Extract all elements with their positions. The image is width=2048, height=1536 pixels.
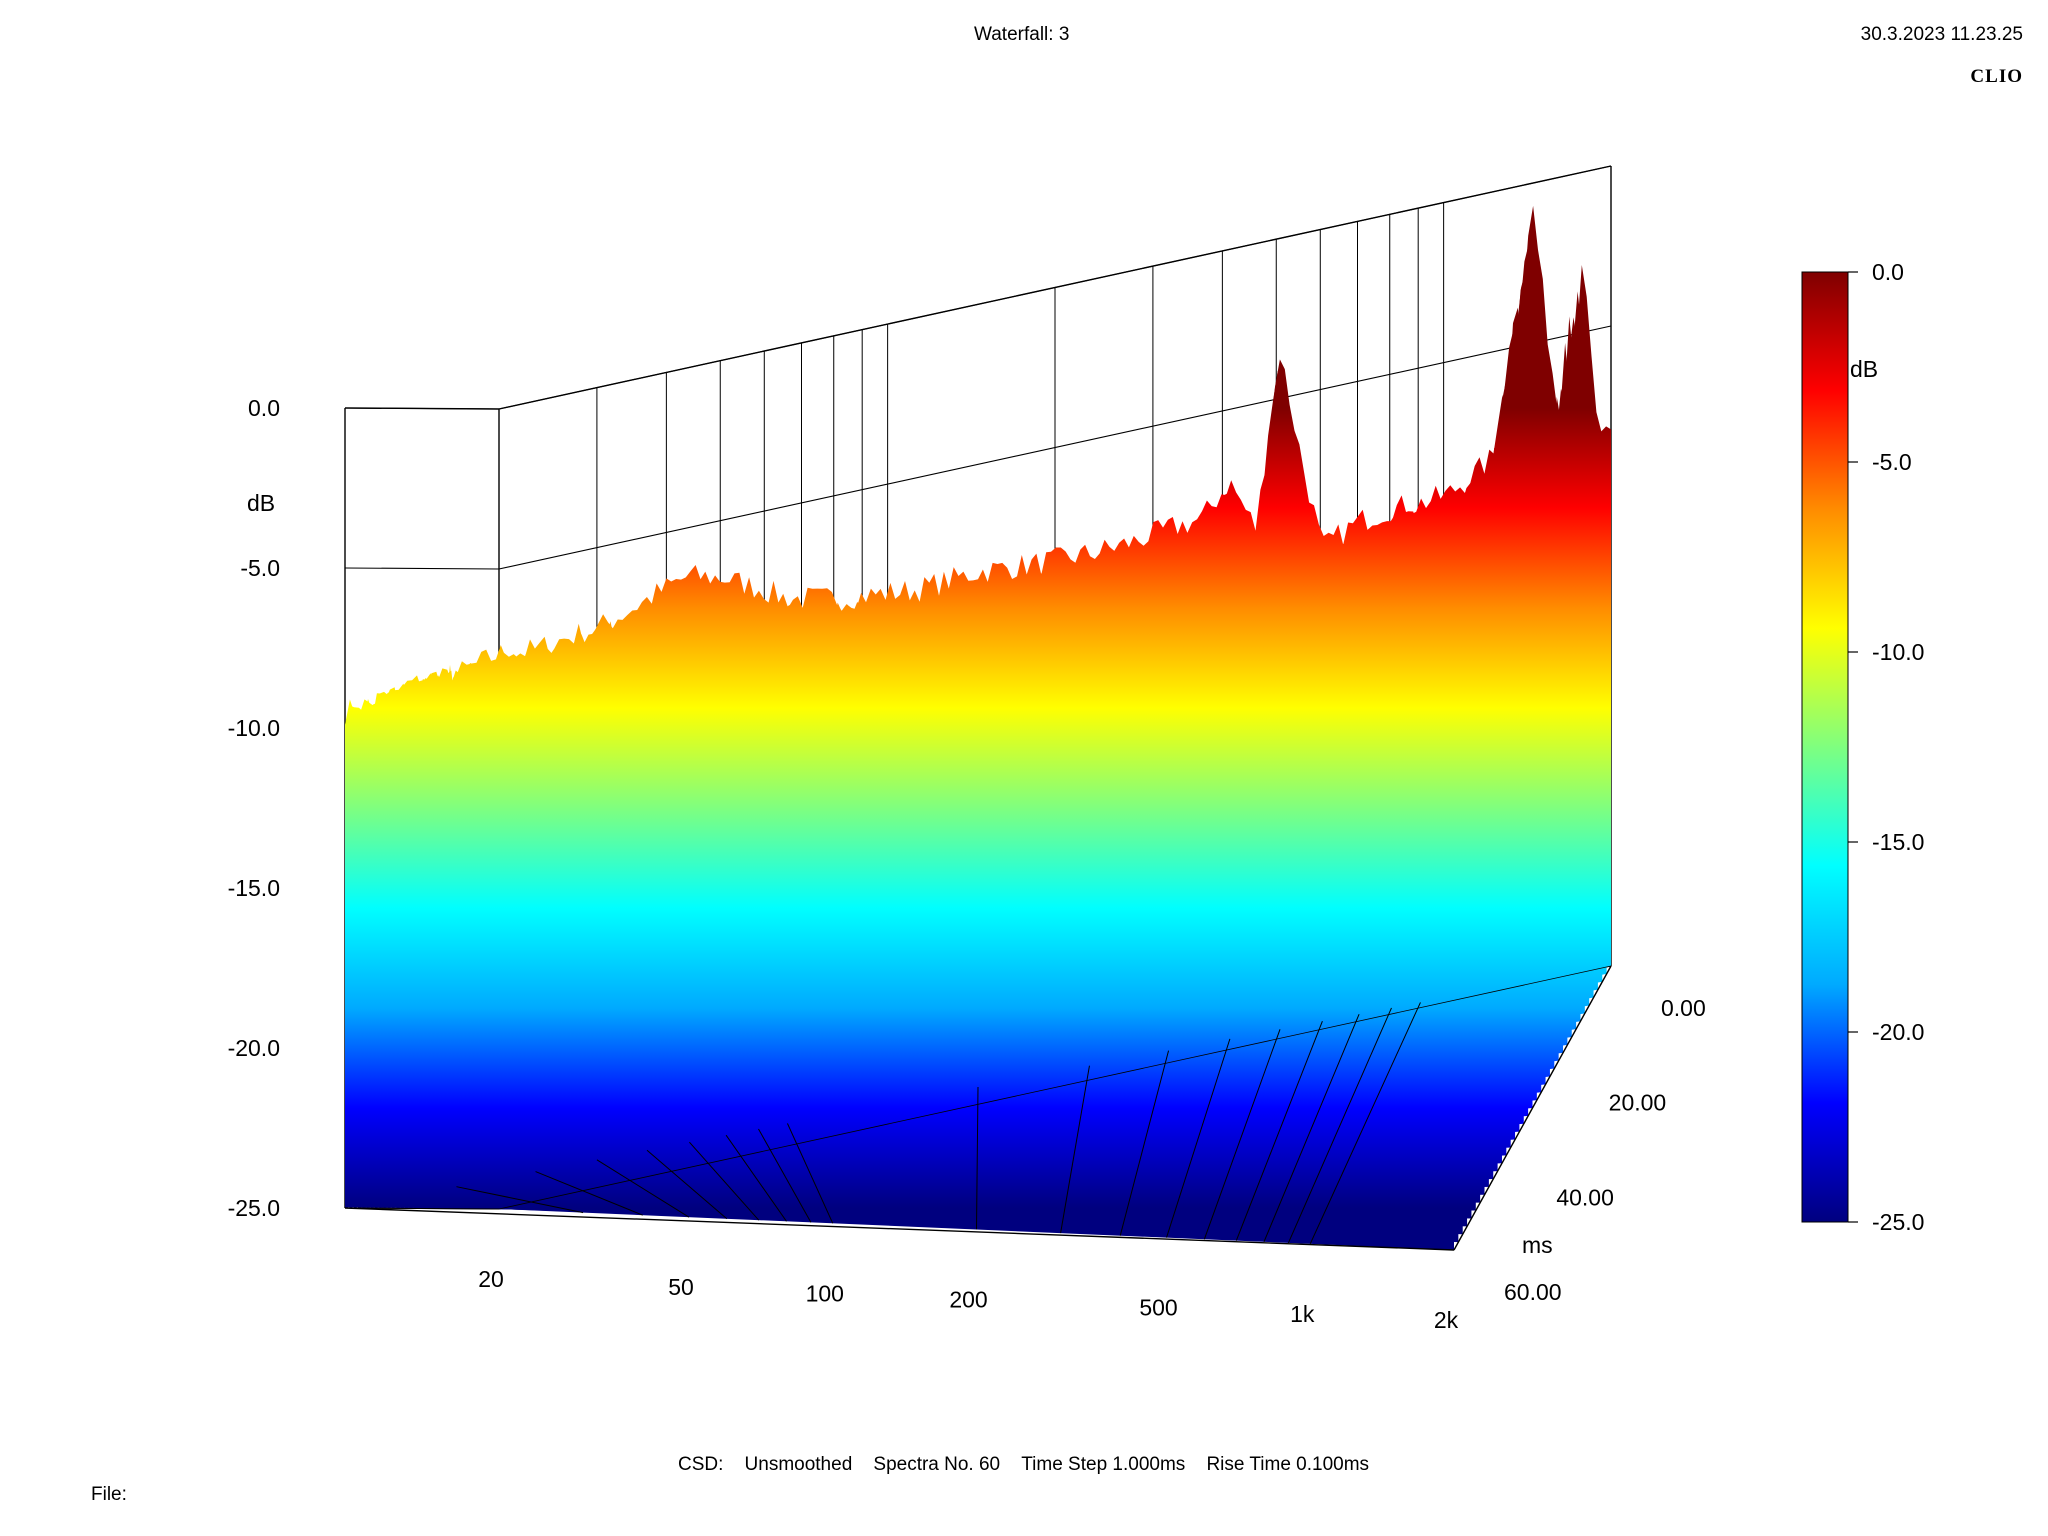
time-step: Time Step 1.000ms xyxy=(1021,1454,1186,1475)
y-tick-label: 20.00 xyxy=(1609,1090,1667,1116)
datetime: 30.3.2023 11.23.25 xyxy=(1860,24,2023,45)
colorbar-tick-label: -25.0 xyxy=(1872,1209,1924,1235)
z-tick-label: -5.0 xyxy=(240,555,280,581)
x-tick-label: 20 xyxy=(478,1266,504,1292)
x-tick-label: 1k xyxy=(1290,1301,1315,1327)
waterfall-surface xyxy=(345,205,1611,1250)
x-tick-label: 2k xyxy=(1434,1307,1459,1333)
smoothing-value: Unsmoothed xyxy=(744,1454,853,1475)
rise-time: Rise Time 0.100ms xyxy=(1206,1454,1370,1475)
colorbar-unit: dB xyxy=(1850,356,1879,382)
csd-label: CSD: xyxy=(678,1454,724,1475)
page-title: Waterfall: 3 xyxy=(974,24,1070,45)
y-axis-ticks: 0.00 20.00 40.00 60.00 xyxy=(1504,995,1706,1305)
colorbar-tick-label: 0.0 xyxy=(1872,259,1904,285)
brand-logo: CLIO xyxy=(1970,66,2023,87)
y-tick-label: 60.00 xyxy=(1504,1279,1562,1305)
colorbar-tick-label: -10.0 xyxy=(1872,639,1924,665)
spectrum-slice xyxy=(499,837,1454,1250)
colorbar-tick-label: -15.0 xyxy=(1872,829,1924,855)
footer-bar: CSD: Unsmoothed Spectra No. 60 Time Step… xyxy=(678,1454,1369,1476)
colorbar-tick-label: -20.0 xyxy=(1872,1019,1924,1045)
colorbar-gradient xyxy=(1801,271,1849,1223)
file-label: File: xyxy=(91,1484,127,1505)
y-axis-unit: ms xyxy=(1522,1232,1553,1258)
colorbar-tick-label: -5.0 xyxy=(1872,449,1912,475)
x-tick-label: 100 xyxy=(806,1280,844,1306)
z-tick-label: -10.0 xyxy=(228,715,280,741)
z-tick-label: -20.0 xyxy=(228,1035,280,1061)
x-axis-ticks: 20 50 100 200 500 1k 2k xyxy=(478,1266,1458,1333)
front-grid xyxy=(344,965,1612,1251)
colorbar: 0.0 -5.0 -10.0 -15.0 -20.0 -25.0 xyxy=(1801,259,1924,1235)
spectra-count: Spectra No. 60 xyxy=(873,1454,1001,1475)
z-axis-unit: dB xyxy=(247,490,276,516)
z-tick-label: -15.0 xyxy=(228,875,280,901)
x-tick-label: 50 xyxy=(668,1274,694,1300)
z-tick-label: -25.0 xyxy=(228,1195,280,1221)
z-axis-ticks: 0.0 -5.0 -10.0 -15.0 -20.0 -25.0 xyxy=(228,395,280,1221)
y-tick-label: 0.00 xyxy=(1661,995,1706,1021)
z-tick-label: 0.0 xyxy=(248,395,280,421)
x-tick-label: 200 xyxy=(949,1287,987,1313)
x-tick-label: 500 xyxy=(1139,1295,1177,1321)
y-tick-label: 40.00 xyxy=(1556,1184,1614,1210)
